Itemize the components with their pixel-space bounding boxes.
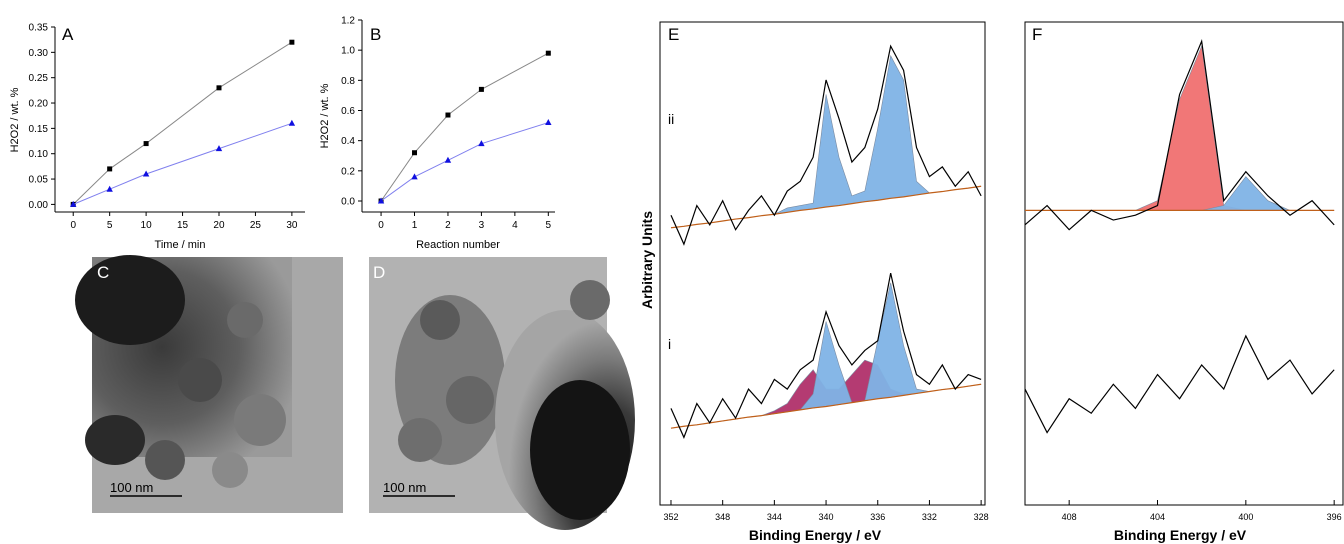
marker [545,119,552,126]
tem-image-c [75,255,343,513]
y-tick-label: 0.4 [341,136,355,147]
panel-label: D [373,263,385,282]
y-tick-label: 0.2 [341,166,355,177]
marker [215,145,223,152]
x-tick-label: 15 [177,220,189,231]
scale-bar-label: 100 nm [110,480,153,495]
x-tick-label: 4 [512,220,518,231]
x-tick-label: 336 [870,512,885,522]
y-tick-label: 0.30 [29,48,49,59]
x-tick-label: 20 [213,220,225,231]
x-tick-label: 328 [974,512,989,522]
series-line [380,122,549,202]
x-tick-label: 408 [1062,512,1077,522]
spectrum-line [1024,334,1335,434]
y-tick-label: 0.05 [29,175,49,186]
y-tick-label: 0.35 [29,23,49,34]
panel-label: F [1032,25,1042,44]
x-tick-label: 30 [286,220,298,231]
marker [70,200,77,207]
y-tick-label: 1.0 [341,46,355,57]
tem-image-d [369,257,635,530]
y-tick-label: 0.20 [29,99,49,110]
series-line [73,122,293,205]
x-tick-label: 348 [715,512,730,522]
spectrum-line [1024,39,1335,231]
x-axis-label: Binding Energy / eV [749,527,882,543]
marker [545,50,551,56]
marker [377,197,385,204]
marker [107,166,113,172]
x-tick-label: 396 [1327,512,1342,522]
x-axis-label: Binding Energy / eV [1114,527,1247,543]
y-tick-label: 0.25 [29,73,49,84]
x-tick-label: 5 [546,220,552,231]
spectrum-line [670,44,982,246]
y-tick-label: 0.6 [341,106,355,117]
y-tick-label: 0.00 [29,200,49,211]
y-axis-label: Arbitrary Units [639,211,655,309]
y-tick-label: 1.2 [341,16,355,27]
plot-frame [659,21,986,506]
x-tick-label: 5 [107,220,113,231]
x-tick-label: 10 [141,220,153,231]
x-axis-label: Time / min [155,239,206,251]
x-tick-label: 344 [767,512,782,522]
x-tick-label: 332 [922,512,937,522]
plot-frame [1024,21,1344,506]
x-tick-label: 404 [1150,512,1165,522]
marker [216,85,222,91]
y-axis-label: H2O2 / wt. % [319,83,331,148]
y-tick-label: 0.0 [341,196,355,207]
marker [142,170,150,177]
marker [288,119,296,126]
scale-bar-label: 100 nm [383,480,426,495]
series-line [380,52,549,202]
baseline [670,185,982,229]
marker [411,173,418,180]
y-tick-label: 0.8 [341,76,355,87]
marker [289,39,295,45]
x-tick-label: 0 [70,220,76,231]
fit-component [1025,45,1335,211]
marker [106,185,113,192]
panel-label: A [62,25,74,44]
trace-label: ii [668,111,674,127]
y-tick-label: 0.15 [29,124,49,135]
x-tick-label: 3 [479,220,485,231]
x-tick-label: 400 [1238,512,1253,522]
marker [412,150,418,156]
baseline [670,383,982,429]
marker [143,141,149,147]
marker [444,156,452,163]
marker [445,112,451,118]
panel-label: B [370,25,381,44]
panel-label: E [668,25,679,44]
marker [478,140,485,147]
series-line [72,41,293,205]
x-axis-label: Reaction number [416,239,500,251]
x-tick-label: 1 [412,220,418,231]
x-tick-label: 25 [250,220,262,231]
x-tick-label: 0 [378,220,384,231]
spectrum-line [670,273,982,439]
x-tick-label: 352 [663,512,678,522]
y-tick-label: 0.10 [29,149,49,160]
y-axis-label: H2O2 / wt. % [9,87,21,152]
panel-label: C [97,263,109,282]
trace-label: i [668,336,671,352]
x-tick-label: 2 [445,220,451,231]
x-tick-label: 340 [819,512,834,522]
marker [478,86,484,92]
